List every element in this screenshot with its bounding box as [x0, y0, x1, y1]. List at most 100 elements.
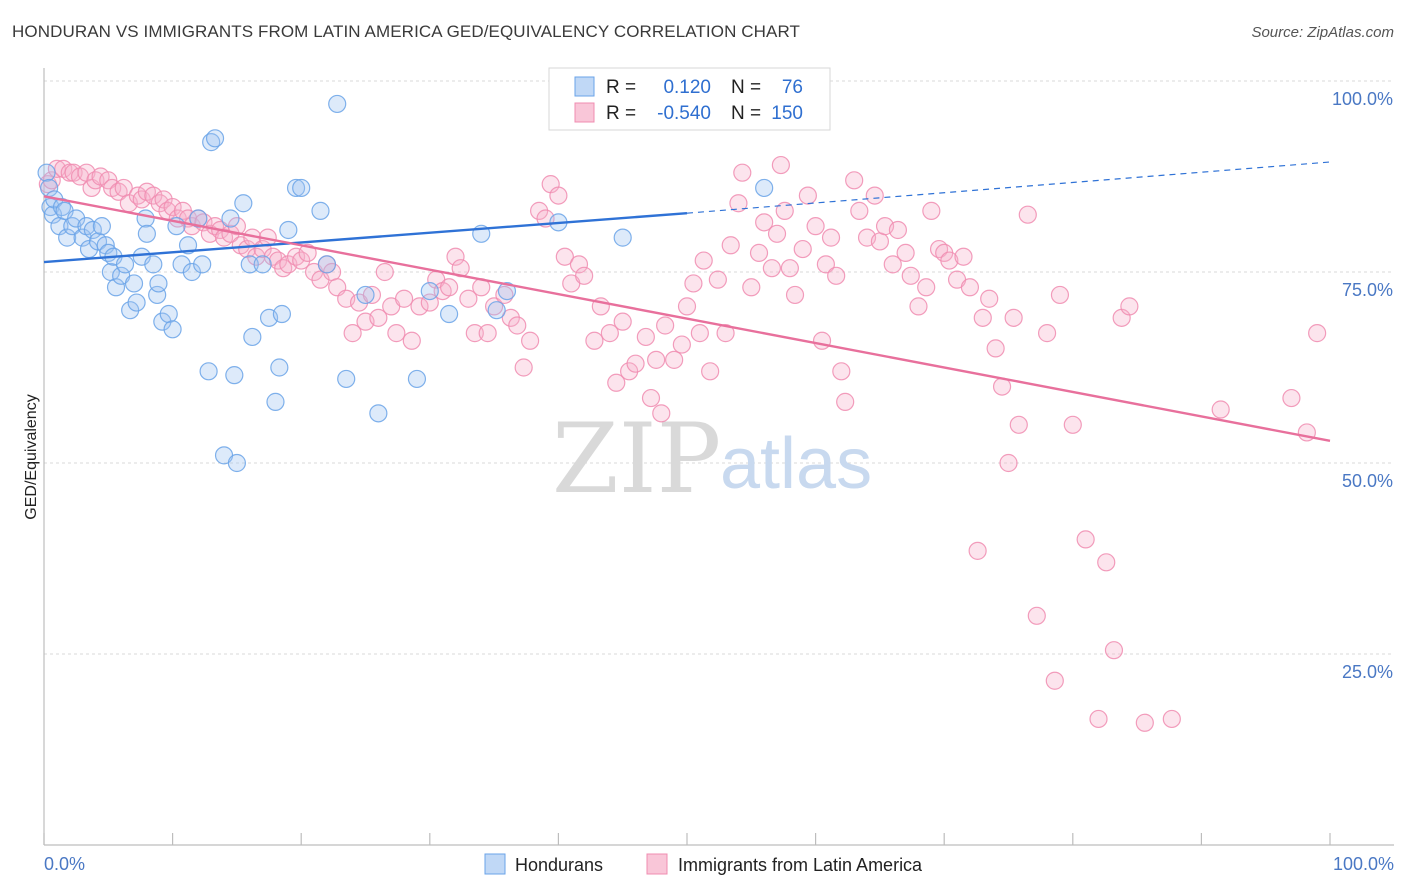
hondurans-point-39	[182, 262, 201, 282]
immigrants-point-114	[742, 278, 761, 297]
immigrants-point-111	[721, 236, 740, 255]
legend-n-value-2: 150	[771, 103, 803, 124]
immigrants-point-132	[845, 171, 864, 190]
immigrants-point-85	[549, 186, 568, 205]
immigrants-point-139	[888, 220, 908, 240]
immigrants-point-170	[1120, 297, 1139, 316]
immigrants-point-100	[652, 404, 671, 423]
hondurans-point-21	[106, 278, 126, 297]
immigrants-trend-line	[43, 195, 1331, 443]
immigrants-point-156	[999, 453, 1018, 473]
y-tick-label-50: 50.0%	[1342, 471, 1393, 491]
immigrants-point-162	[1045, 671, 1064, 690]
hondurans-point-49	[234, 194, 253, 213]
immigrants-point-48	[298, 243, 317, 262]
immigrants-point-135	[865, 186, 884, 205]
hondurans-point-70	[487, 301, 506, 320]
immigrants-point-80	[514, 358, 533, 377]
trend-lines	[43, 161, 1331, 443]
immigrants-point-59	[369, 308, 388, 327]
immigrants-point-72	[459, 289, 478, 308]
immigrants-point-108	[701, 362, 720, 381]
hondurans-point-8	[58, 228, 77, 247]
immigrants-point-88	[569, 255, 589, 274]
immigrants-point-165	[1076, 530, 1095, 549]
immigrants-point-167	[1097, 553, 1116, 572]
hondurans-point-16	[92, 217, 111, 236]
immigrants-point-129	[827, 266, 846, 285]
immigrants-point-160	[1027, 606, 1046, 625]
immigrants-point-159	[1018, 205, 1037, 224]
immigrants-point-89	[575, 266, 594, 285]
immigrants-point-70	[446, 247, 465, 266]
hondurans-point-54	[266, 392, 285, 411]
immigrants-point-121	[780, 259, 799, 278]
legend-r-value-1: 0.120	[663, 77, 711, 98]
immigrants-point-115	[749, 243, 769, 262]
immigrants-point-96	[626, 354, 645, 373]
hondurans-point-66	[407, 369, 427, 389]
immigrants-point-174	[1282, 388, 1301, 408]
immigrants-point-126	[812, 331, 832, 350]
immigrants-point-86	[555, 247, 574, 266]
immigrants-point-63	[394, 289, 414, 308]
hondurans-point-41	[193, 255, 212, 274]
hondurans-trend-extension	[686, 161, 1331, 214]
hondurans-point-71	[497, 282, 517, 301]
immigrants-point-105	[684, 274, 703, 293]
hondurans-point-73	[613, 228, 632, 247]
immigrants-point-144	[922, 201, 941, 220]
immigrants-point-79	[508, 316, 527, 335]
series-immigrants-points	[38, 155, 1327, 732]
y-axis-label: GED/Equivalency	[23, 394, 40, 519]
immigrants-point-75	[478, 324, 497, 343]
immigrants-point-101	[656, 316, 675, 335]
immigrants-point-176	[1308, 324, 1327, 343]
immigrants-point-64	[402, 331, 421, 350]
immigrants-point-94	[613, 312, 632, 331]
immigrants-point-166	[1089, 709, 1108, 729]
hondurans-point-56	[272, 304, 292, 324]
hondurans-point-37	[172, 255, 191, 274]
immigrants-point-118	[767, 224, 787, 243]
immigrants-point-122	[785, 285, 805, 305]
immigrants-point-154	[986, 339, 1005, 358]
y-tick-label-25: 25.0%	[1342, 662, 1393, 682]
hondurans-point-51	[243, 327, 262, 347]
immigrants-point-65	[410, 297, 429, 316]
immigrants-point-150	[960, 278, 980, 297]
immigrants-point-120	[775, 201, 794, 220]
hondurans-point-58	[286, 178, 306, 198]
immigrants-point-95	[620, 362, 639, 381]
immigrants-point-140	[896, 243, 915, 262]
legend-n-label-1: N =	[731, 77, 761, 98]
hondurans-point-63	[337, 369, 356, 389]
y-tick-label-100: 100.0%	[1332, 89, 1393, 109]
hondurans-point-28	[136, 209, 155, 228]
hondurans-point-40	[189, 209, 208, 228]
series-legend: Hondurans Immigrants from Latin America	[484, 853, 923, 875]
immigrants-point-136	[870, 232, 890, 251]
immigrants-point-73	[465, 324, 484, 343]
y-tick-labels: 100.0% 75.0% 50.0% 25.0%	[1332, 89, 1393, 682]
immigrants-point-158	[1009, 415, 1028, 434]
immigrants-point-112	[729, 194, 748, 213]
x-tick-label-1: 100.0%	[1333, 854, 1394, 874]
hondurans-point-46	[221, 209, 240, 228]
hondurans-point-25	[124, 274, 144, 293]
immigrants-point-119	[771, 155, 790, 175]
hondurans-point-52	[253, 255, 272, 274]
hondurans-point-34	[159, 304, 178, 324]
legend-r-label-2: R =	[606, 103, 636, 124]
hondurans-point-38	[178, 236, 198, 255]
bottom-legend-swatch-hondurans	[484, 853, 506, 875]
legend-n-label-2: N =	[731, 103, 761, 124]
immigrants-point-131	[836, 392, 855, 411]
hondurans-point-0	[37, 163, 56, 182]
legend-box	[548, 67, 831, 131]
immigrants-point-143	[917, 278, 936, 297]
immigrants-point-113	[733, 163, 752, 182]
chart-title: HONDURAN VS IMMIGRANTS FROM LATIN AMERIC…	[12, 22, 801, 41]
immigrants-point-58	[362, 285, 382, 305]
